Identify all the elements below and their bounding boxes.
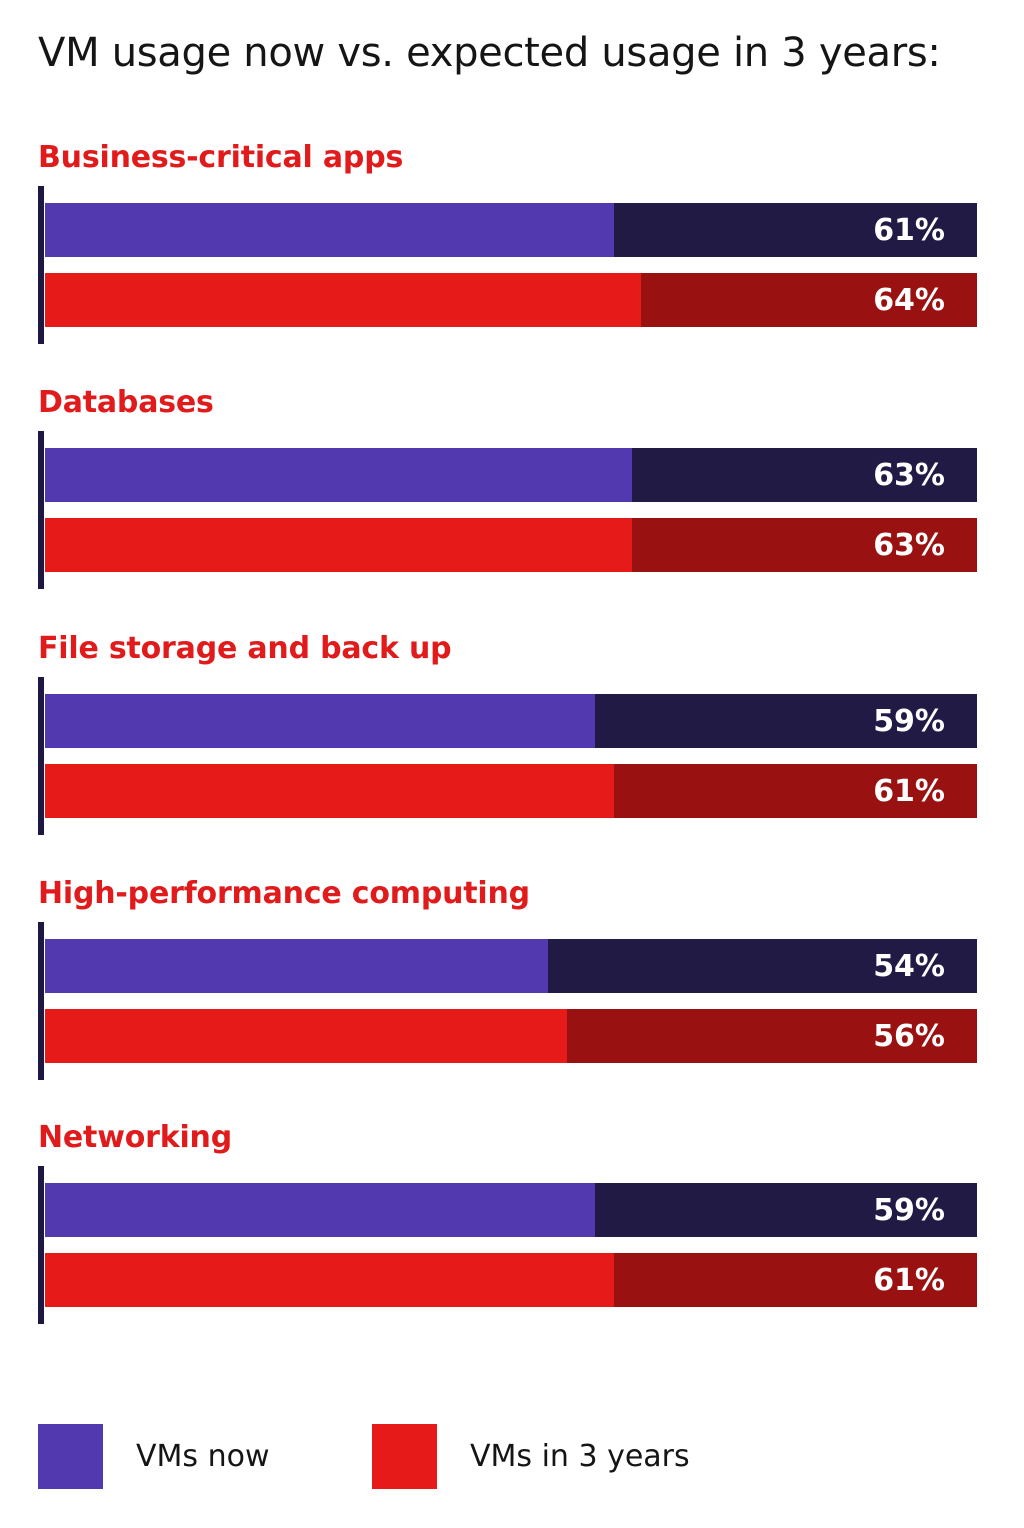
category-label: Databases	[38, 385, 214, 420]
group-axis-line	[38, 186, 44, 344]
bar-value-label: 59%	[873, 704, 945, 739]
legend-swatch-vms-now	[38, 1424, 103, 1489]
category-label: Networking	[38, 1120, 232, 1155]
bar-group: File storage and back up 59% 61%	[38, 631, 978, 841]
legend-swatch-vms-in-3-years	[372, 1424, 437, 1489]
bar-group: Databases 63% 63%	[38, 385, 978, 595]
bar-value-label: 64%	[873, 283, 945, 318]
bar-track-vms-now: 63%	[45, 448, 977, 502]
bar-vms-in-3-years	[45, 273, 641, 327]
group-axis-line	[38, 677, 44, 835]
bar-value-label: 61%	[873, 774, 945, 809]
bar-track-vms-in-3-years: 61%	[45, 764, 977, 818]
category-label: High-performance computing	[38, 876, 530, 911]
bar-value-label: 63%	[873, 458, 945, 493]
bar-track-vms-now: 59%	[45, 1183, 977, 1237]
group-axis-line	[38, 431, 44, 589]
bar-vms-in-3-years	[45, 1253, 614, 1307]
bar-track-vms-now: 59%	[45, 694, 977, 748]
bar-track-vms-in-3-years: 61%	[45, 1253, 977, 1307]
bar-track-vms-now: 61%	[45, 203, 977, 257]
bar-value-label: 59%	[873, 1193, 945, 1228]
bar-value-label: 63%	[873, 528, 945, 563]
bar-vms-now	[45, 939, 548, 993]
chart-title: VM usage now vs. expected usage in 3 yea…	[38, 30, 941, 76]
group-axis-line	[38, 922, 44, 1080]
bar-track-vms-in-3-years: 56%	[45, 1009, 977, 1063]
bar-value-label: 61%	[873, 1263, 945, 1298]
legend: VMs now VMs in 3 years	[38, 1424, 978, 1490]
bar-vms-now	[45, 448, 632, 502]
legend-label-vms-in-3-years: VMs in 3 years	[470, 1439, 690, 1474]
bar-value-label: 54%	[873, 949, 945, 984]
category-label: Business-critical apps	[38, 140, 404, 175]
bar-vms-now	[45, 694, 595, 748]
bar-track-vms-in-3-years: 64%	[45, 273, 977, 327]
bar-group: Networking 59% 61%	[38, 1120, 978, 1330]
bar-vms-in-3-years	[45, 1009, 567, 1063]
bar-vms-in-3-years	[45, 764, 614, 818]
group-axis-line	[38, 1166, 44, 1324]
bar-group: High-performance computing 54% 56%	[38, 876, 978, 1086]
bar-vms-now	[45, 203, 614, 257]
bar-value-label: 56%	[873, 1019, 945, 1054]
category-label: File storage and back up	[38, 631, 452, 666]
bar-track-vms-in-3-years: 63%	[45, 518, 977, 572]
bar-vms-in-3-years	[45, 518, 632, 572]
legend-label-vms-now: VMs now	[136, 1439, 270, 1474]
bar-track-vms-now: 54%	[45, 939, 977, 993]
bar-value-label: 61%	[873, 213, 945, 248]
bar-group: Business-critical apps 61% 64%	[38, 140, 978, 350]
bar-vms-now	[45, 1183, 595, 1237]
